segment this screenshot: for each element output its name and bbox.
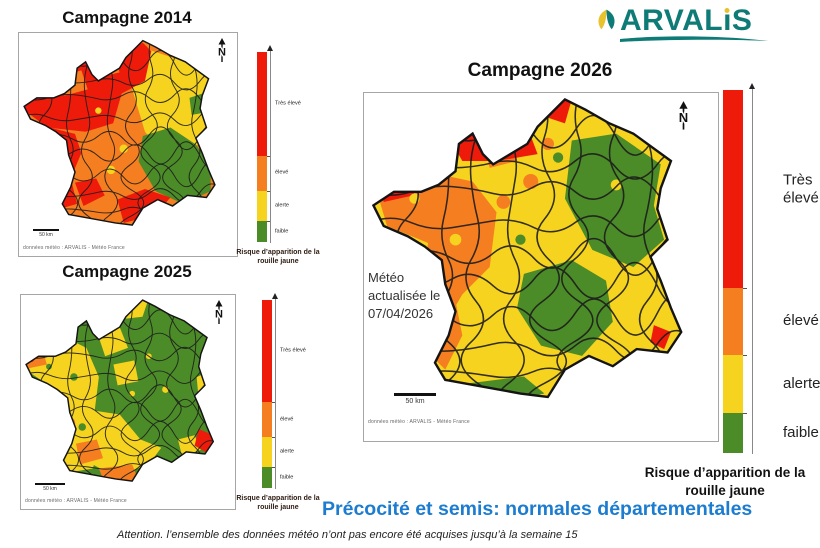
legend-label: Très élevé [280,347,306,354]
legend-segment-2 [257,155,267,191]
logo-text: ARVALıS [620,4,753,37]
scale-bar-line [35,483,65,485]
legend-segment-3 [262,437,272,468]
footer-title: Précocité et semis: normales département… [322,498,753,520]
legend-segment-1 [723,90,743,288]
legend-label: élevé [275,169,289,176]
map-attribution: données météo : ARVALIS - Météo France [368,419,470,425]
legend-label: Très élevé [783,171,819,206]
risk-legend-2025: Très élevé élevé alerte faible [262,293,322,489]
legend-segment-4 [262,467,272,488]
legend-label: faible [280,474,294,481]
north-arrow-icon: N [677,101,690,130]
scale-bar: 50 km [394,393,436,405]
legend-tick [267,221,271,223]
legend-label: alerte [280,448,294,455]
legend-caption-2014: Risque d’apparition de la rouille jaune [236,249,320,266]
legend-segment-4 [723,413,743,453]
risk-color-scale [262,300,272,488]
legend-segment-1 [257,52,267,156]
north-arrow-icon: N [217,38,227,62]
legend-label: élevé [783,312,819,330]
risk-legend-2026: Très élevé élevé alerte faible [723,83,820,454]
scale-bar-line [33,229,59,231]
legend-axis-arrow [749,83,755,454]
legend-caption-2025: Risque d’apparition de la rouille jaune [236,495,320,512]
legend-tick [272,402,276,404]
map-attribution: données météo : ARVALIS - Météo France [23,245,125,251]
france-map-2014 [23,39,216,227]
legend-tick [267,155,271,157]
scale-bar-line [394,393,436,396]
legend-label: faible [783,424,819,442]
france-map-2026 [371,97,683,399]
footer-warning: Attention. l’ensemble des données météo … [117,529,578,541]
north-arrow-icon: N [214,300,224,324]
meteo-update-note: Météo actualisée le 07/04/2026 [368,270,441,322]
leaf-icon [598,9,615,30]
map-2014-title: Campagne 2014 [62,8,192,27]
legend-caption-2026: Risque d’apparition de la rouille jaune [644,465,806,499]
risk-legend-2014: Très élevé élevé alerte faible [257,45,317,243]
legend-label: faible [275,228,289,235]
svg-text:N: N [679,110,688,125]
legend-axis-arrow [267,45,273,243]
france-map-2025 [25,299,215,483]
scale-label: 50 km [405,398,425,405]
legend-label: alerte [275,202,289,209]
risk-color-scale [257,52,267,242]
map-2025-title: Campagne 2025 [62,262,192,281]
svg-text:N: N [215,309,223,321]
arvalis-logo: ARVALıS [593,6,770,43]
map-2026-title: Campagne 2026 [467,60,613,81]
scale-bar: 50 km [35,483,65,492]
legend-tick [743,413,747,415]
legend-label: Très élevé [275,100,301,107]
risk-color-scale [723,90,743,453]
legend-label: élevé [280,416,294,423]
map-2014-frame: N 50 km données météo : ARVALIS - Météo … [18,32,238,257]
legend-axis-arrow [272,293,278,489]
legend-label: alerte [783,375,820,393]
legend-segment-3 [723,354,743,414]
scale-bar: 50 km [33,229,59,238]
map-attribution: données météo : ARVALIS - Météo France [25,498,127,504]
legend-tick [272,467,276,469]
map-2026-frame: N Météo actualisée le 07/04/2026 50 km d… [363,92,719,442]
map-2025-frame: N 50 km données météo : ARVALIS - Météo … [20,294,236,510]
scale-label: 50 km [39,232,53,238]
legend-segment-4 [257,221,267,242]
logo-swoosh [620,36,768,42]
logo-letter-i: ı [723,4,732,37]
legend-segment-3 [257,190,267,222]
legend-tick [267,190,271,192]
legend-tick [743,287,747,289]
legend-segment-2 [262,402,272,438]
legend-tick [272,437,276,439]
svg-text:N: N [218,47,226,59]
legend-segment-1 [262,300,272,403]
scale-label: 50 km [43,486,57,492]
legend-segment-2 [723,287,743,355]
legend-tick [743,354,747,356]
